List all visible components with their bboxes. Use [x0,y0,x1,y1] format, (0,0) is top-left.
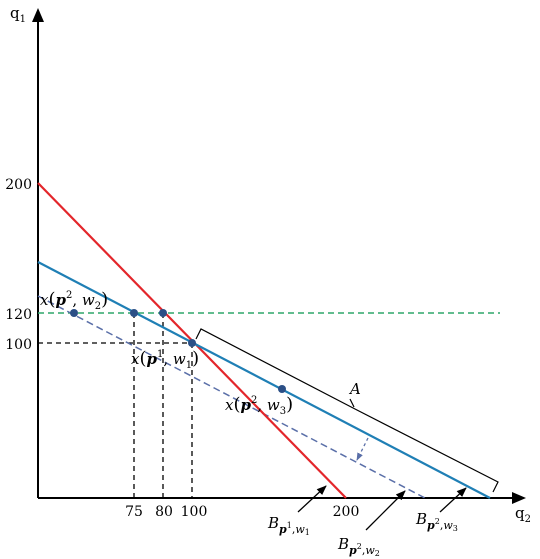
label-budget-p1-w1: Bp1,w1 [267,514,310,537]
x-tick-100: 100 [181,504,208,520]
arrow-b3 [439,487,467,513]
y-tick-200: 200 [5,177,32,193]
point-x-p2-w3 [278,385,286,393]
label-budget-p2-w3: Bp2,w3 [415,510,458,533]
y-axis-label: q1 [10,4,26,25]
bracket-a-label: A [348,380,361,398]
label-x-p1-w1: x(p1, w1) [131,348,199,371]
point-q2-80 [159,309,167,317]
budget-line-p2-w3 [37,261,491,499]
x-tick-75: 75 [125,504,143,520]
shift-arrow [356,437,369,461]
point-left-blue [70,309,78,317]
bracket-a-tick [349,398,355,408]
x-axis-label: q2 [515,504,531,525]
label-x-p2-w2: x(p2, w2) [40,289,108,312]
point-q2-100 [188,339,196,347]
y-tick-100: 100 [5,337,32,353]
point-q2-75 [130,309,138,317]
label-budget-p2-w2: Bp2,w2 [337,535,380,558]
label-x-p2-w3: x(p2, w3) [225,394,293,417]
x-axis-arrow-icon [512,492,526,504]
x-tick-80: 80 [155,504,173,520]
arrow-b1 [297,485,327,513]
y-axis-arrow-icon [32,8,44,22]
y-tick-120: 120 [5,307,32,323]
x-tick-200: 200 [333,504,360,520]
arrow-b2 [365,490,406,531]
bracket-a [195,328,499,493]
budget-line-p2-w2 [37,295,426,499]
